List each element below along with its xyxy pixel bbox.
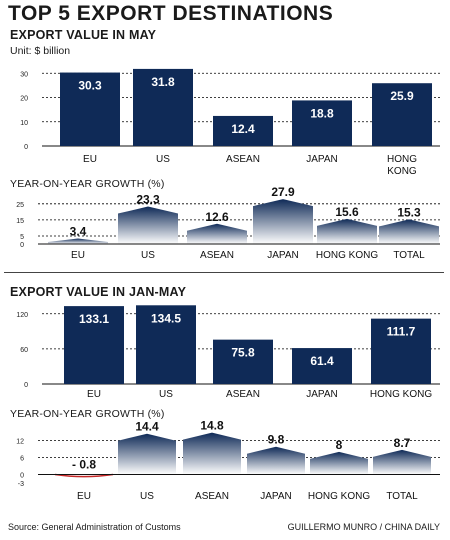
category-label: ASEAN xyxy=(195,491,229,502)
section-divider xyxy=(4,272,444,273)
growth-mark xyxy=(253,199,313,244)
category-label: JAPAN xyxy=(306,154,338,165)
bar-value-label: 31.8 xyxy=(151,75,175,89)
growth-value-label: 14.4 xyxy=(135,420,159,434)
bar-value-label: 75.8 xyxy=(231,346,255,360)
y-tick-label: 0 xyxy=(20,242,24,249)
y-tick-label: 0 xyxy=(24,382,28,389)
category-label: US xyxy=(159,389,173,400)
category-label: ASEAN xyxy=(226,154,260,165)
y-tick-label: 12 xyxy=(16,439,24,446)
growth-mark-negative xyxy=(54,473,114,478)
y-tick-label: 0 xyxy=(20,473,24,480)
category-label: EU xyxy=(83,154,97,165)
growth-value-label: 15.6 xyxy=(335,205,359,219)
category-label: TOTAL xyxy=(386,491,418,502)
chart2-title: YEAR-ON-YEAR GROWTH (%) xyxy=(10,178,165,190)
growth-value-label: 3.4 xyxy=(70,225,87,239)
growth-value-label: 9.8 xyxy=(268,433,285,447)
source-note: Source: General Administration of Custom… xyxy=(8,522,181,532)
category-label: HONG KONG xyxy=(370,389,432,400)
main-title: TOP 5 EXPORT DESTINATIONS xyxy=(8,2,334,25)
category-label: JAPAN xyxy=(260,491,292,502)
category-label: JAPAN xyxy=(267,250,299,261)
growth-value-label: 8 xyxy=(336,438,343,452)
category-label: US xyxy=(140,491,154,502)
y-tick-label: 6 xyxy=(20,456,24,463)
category-label: ASEAN xyxy=(226,389,260,400)
bar xyxy=(213,339,273,384)
bar-chart-0 xyxy=(42,68,440,147)
growth-mark xyxy=(118,206,178,244)
growth-value-label: 8.7 xyxy=(394,436,411,450)
chart1-title: EXPORT VALUE IN MAY xyxy=(10,28,157,42)
growth-chart-1 xyxy=(38,199,440,245)
growth-mark xyxy=(317,218,377,244)
category-label: TOTAL xyxy=(393,250,425,261)
category-label: EU xyxy=(77,491,91,502)
y-tick-label: 15 xyxy=(16,218,24,225)
bar xyxy=(64,306,124,384)
chart1-unit: Unit: $ billion xyxy=(10,45,71,57)
growth-value-label: 27.9 xyxy=(271,185,295,199)
bar xyxy=(133,68,193,146)
category-label: HONG xyxy=(387,154,417,165)
category-label: US xyxy=(156,154,170,165)
bar xyxy=(136,305,196,384)
growth-mark xyxy=(379,219,439,244)
y-tick-label: 120 xyxy=(16,312,28,319)
y-tick-label: 20 xyxy=(20,96,28,103)
category-label: US xyxy=(141,250,155,261)
credit-note: GUILLERMO MUNRO / CHINA DAILY xyxy=(287,522,440,532)
growth-mark xyxy=(183,432,241,475)
y-tick-label: 25 xyxy=(16,202,24,209)
chart3-title: EXPORT VALUE IN JAN-MAY xyxy=(10,285,187,299)
growth-value-label: 23.3 xyxy=(136,193,160,207)
category-label: KONG xyxy=(387,166,417,177)
growth-mark xyxy=(247,446,305,475)
bar-value-label: 61.4 xyxy=(310,354,334,368)
bar-value-label: 25.9 xyxy=(390,89,414,103)
bar xyxy=(371,318,431,384)
y-tick-label: 60 xyxy=(20,347,28,354)
growth-mark xyxy=(310,451,368,475)
bar xyxy=(372,83,432,146)
category-label: ASEAN xyxy=(200,250,234,261)
growth-chart-3 xyxy=(38,432,440,478)
y-tick-label: 30 xyxy=(20,71,28,78)
y-tick-label: 10 xyxy=(20,120,28,127)
y-tick-label: -3 xyxy=(18,481,24,488)
bar-value-label: 30.3 xyxy=(78,79,102,93)
bar-value-label: 134.5 xyxy=(151,311,181,325)
category-label: EU xyxy=(87,389,101,400)
growth-mark xyxy=(187,223,247,244)
bar xyxy=(292,100,352,146)
growth-mark xyxy=(48,238,108,244)
y-tick-label: 5 xyxy=(20,234,24,241)
category-label: HONG KONG xyxy=(308,491,370,502)
bar-value-label: 133.1 xyxy=(79,312,109,326)
bar-chart-2 xyxy=(42,305,440,385)
category-label: EU xyxy=(71,250,85,261)
category-label: HONG KONG xyxy=(316,250,378,261)
bar-value-label: 18.8 xyxy=(310,106,334,120)
bar-value-label: 111.7 xyxy=(387,325,416,339)
bar xyxy=(213,115,273,146)
growth-value-label: 12.6 xyxy=(205,210,229,224)
bar xyxy=(60,72,120,146)
growth-value-label: - 0.8 xyxy=(72,458,96,472)
bar-value-label: 12.4 xyxy=(231,122,255,136)
growth-mark xyxy=(373,449,431,475)
category-label: JAPAN xyxy=(306,389,338,400)
bar xyxy=(292,348,352,384)
chart4-title: YEAR-ON-YEAR GROWTH (%) xyxy=(10,408,165,420)
growth-mark xyxy=(118,433,176,475)
y-tick-label: 0 xyxy=(24,144,28,151)
growth-value-label: 15.3 xyxy=(397,205,421,219)
growth-value-label: 14.8 xyxy=(200,419,224,433)
